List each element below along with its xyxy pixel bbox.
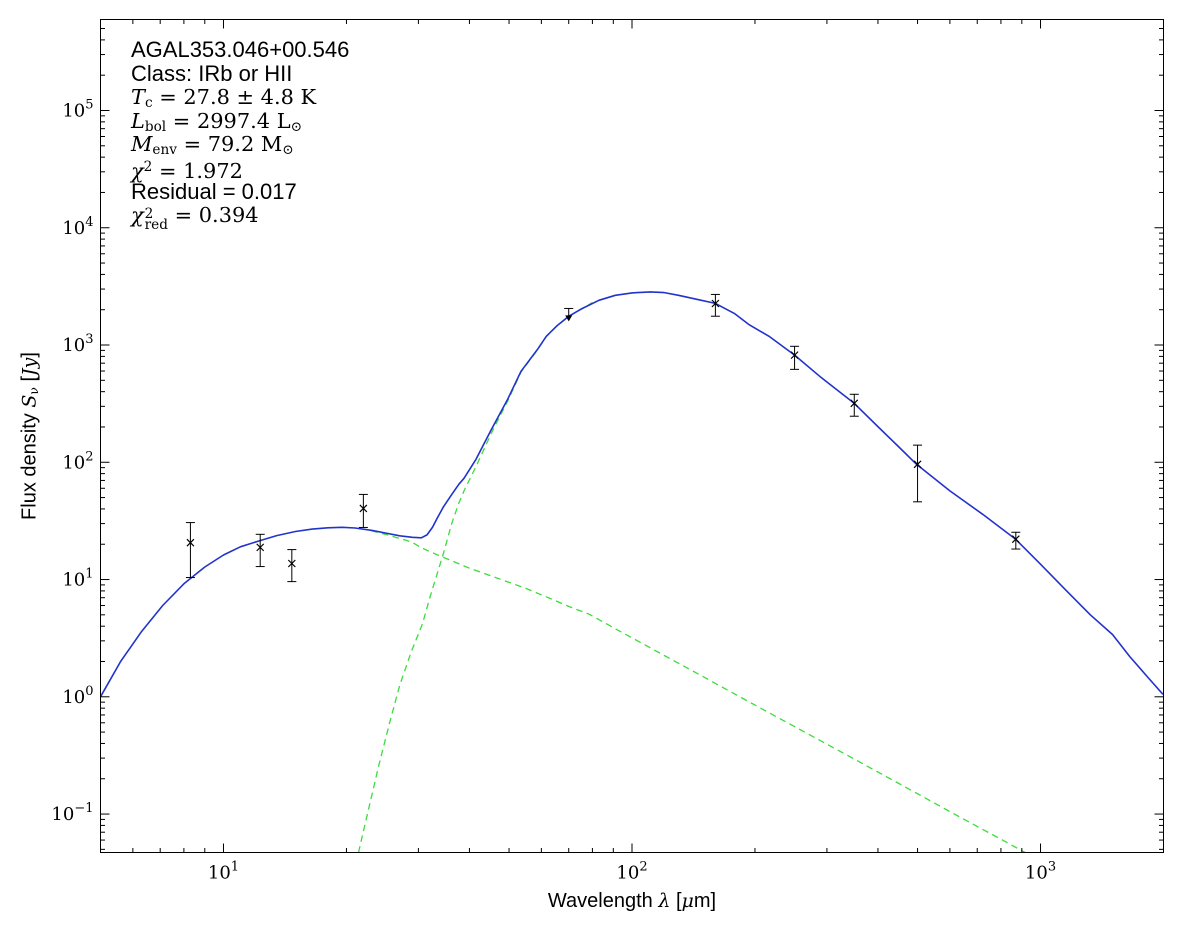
x-marker [256, 543, 265, 552]
y-tick-label: 103 [62, 332, 93, 356]
sun-symbol: ⊙ [290, 118, 302, 135]
data-point [710, 293, 720, 317]
fit-parameters-annotation: AGAL353.046+00.546 Class: IRb or HII Tc … [131, 38, 349, 233]
x-marker [913, 460, 922, 469]
data-point [287, 549, 297, 583]
data-point [849, 393, 859, 417]
source-name-text: AGAL353.046+00.546 [131, 37, 350, 62]
x-marker [186, 538, 195, 547]
x-tick-label: 103 [1025, 860, 1056, 884]
sun-symbol: ⊙ [282, 142, 294, 159]
x-marker [359, 504, 368, 513]
x-marker [1011, 535, 1020, 544]
annotation-residual: Residual = 0.017 [131, 178, 297, 204]
data-point [358, 493, 368, 528]
data-point [185, 522, 195, 579]
data-point [1011, 531, 1021, 550]
x-tick-label: 102 [616, 860, 647, 884]
annotation-temperature: Tc = 27.8 ± 4.8 K [131, 85, 317, 112]
annotation-luminosity: Lbol = 2997.4 L⊙ [131, 108, 302, 135]
annotation-chi-squared-reduced: χ 2 red = 0.394 [131, 203, 259, 233]
x-marker [711, 299, 720, 308]
tick-labels: 101 102 103 105 104 103 102 101 100 10−1 [51, 97, 1056, 883]
annotation-mass: Menv = 79.2 M⊙ [131, 132, 294, 159]
data-point [913, 444, 923, 503]
data-point [790, 345, 800, 370]
photometry-points [185, 293, 1021, 583]
annotation-class: Class: IRb or HII [131, 60, 349, 86]
down-arrow-icon [565, 315, 573, 322]
annotation-source-name: AGAL353.046+00.546 [131, 38, 349, 62]
total-model-curve [100, 291, 1164, 698]
x-marker [287, 559, 296, 568]
y-tick-label: 102 [62, 449, 93, 473]
mu-symbol: μ [681, 890, 694, 912]
warm-component-curve [371, 530, 1026, 853]
y-tick-label: 101 [62, 567, 93, 591]
y-tick-label: 105 [62, 97, 93, 121]
cold-component-curve [357, 302, 593, 853]
lambda-symbol: λ [658, 890, 671, 912]
y-tick-label: 10−1 [51, 801, 93, 825]
axis-ticks [100, 19, 1164, 853]
x-axis-label: Wavelength λ [μm] [547, 890, 717, 912]
data-point [255, 533, 265, 568]
x-marker [790, 351, 799, 360]
nu-symbol: ν [26, 387, 42, 395]
x-tick-label: 101 [208, 860, 239, 884]
x-marker [850, 399, 859, 408]
y-axis-label: Flux density Sν [Jy] [18, 352, 42, 520]
annotation-chi-squared: χ2 = 1.972 [131, 158, 243, 183]
model-curves [100, 291, 1164, 853]
y-tick-label: 100 [62, 684, 93, 708]
y-tick-label: 104 [62, 215, 93, 239]
upper-limit-marker [564, 307, 574, 322]
class-text: Class: IRb or HII [131, 60, 293, 86]
